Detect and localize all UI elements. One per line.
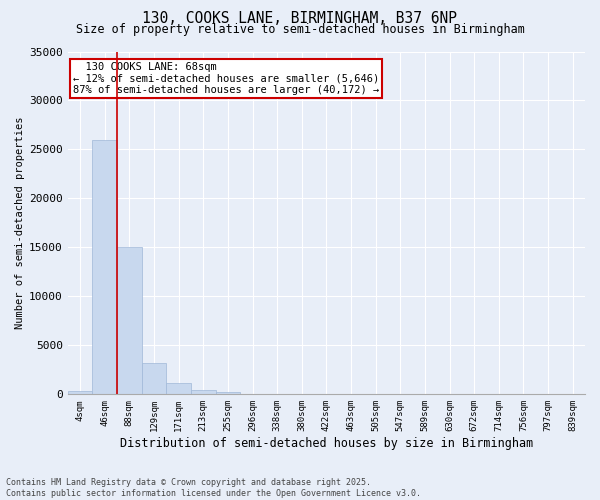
Bar: [215, 392, 240, 394]
Y-axis label: Number of semi-detached properties: Number of semi-detached properties: [15, 116, 25, 329]
Bar: [166, 382, 191, 394]
Bar: [68, 392, 92, 394]
Bar: [191, 390, 215, 394]
Bar: [92, 140, 117, 394]
X-axis label: Distribution of semi-detached houses by size in Birmingham: Distribution of semi-detached houses by …: [120, 437, 533, 450]
Bar: [117, 248, 142, 394]
Text: 130 COOKS LANE: 68sqm  
← 12% of semi-detached houses are smaller (5,646)
87% of: 130 COOKS LANE: 68sqm ← 12% of semi-deta…: [73, 62, 379, 95]
Text: 130, COOKS LANE, BIRMINGHAM, B37 6NP: 130, COOKS LANE, BIRMINGHAM, B37 6NP: [143, 11, 458, 26]
Bar: [142, 363, 166, 394]
Text: Contains HM Land Registry data © Crown copyright and database right 2025.
Contai: Contains HM Land Registry data © Crown c…: [6, 478, 421, 498]
Text: Size of property relative to semi-detached houses in Birmingham: Size of property relative to semi-detach…: [76, 22, 524, 36]
